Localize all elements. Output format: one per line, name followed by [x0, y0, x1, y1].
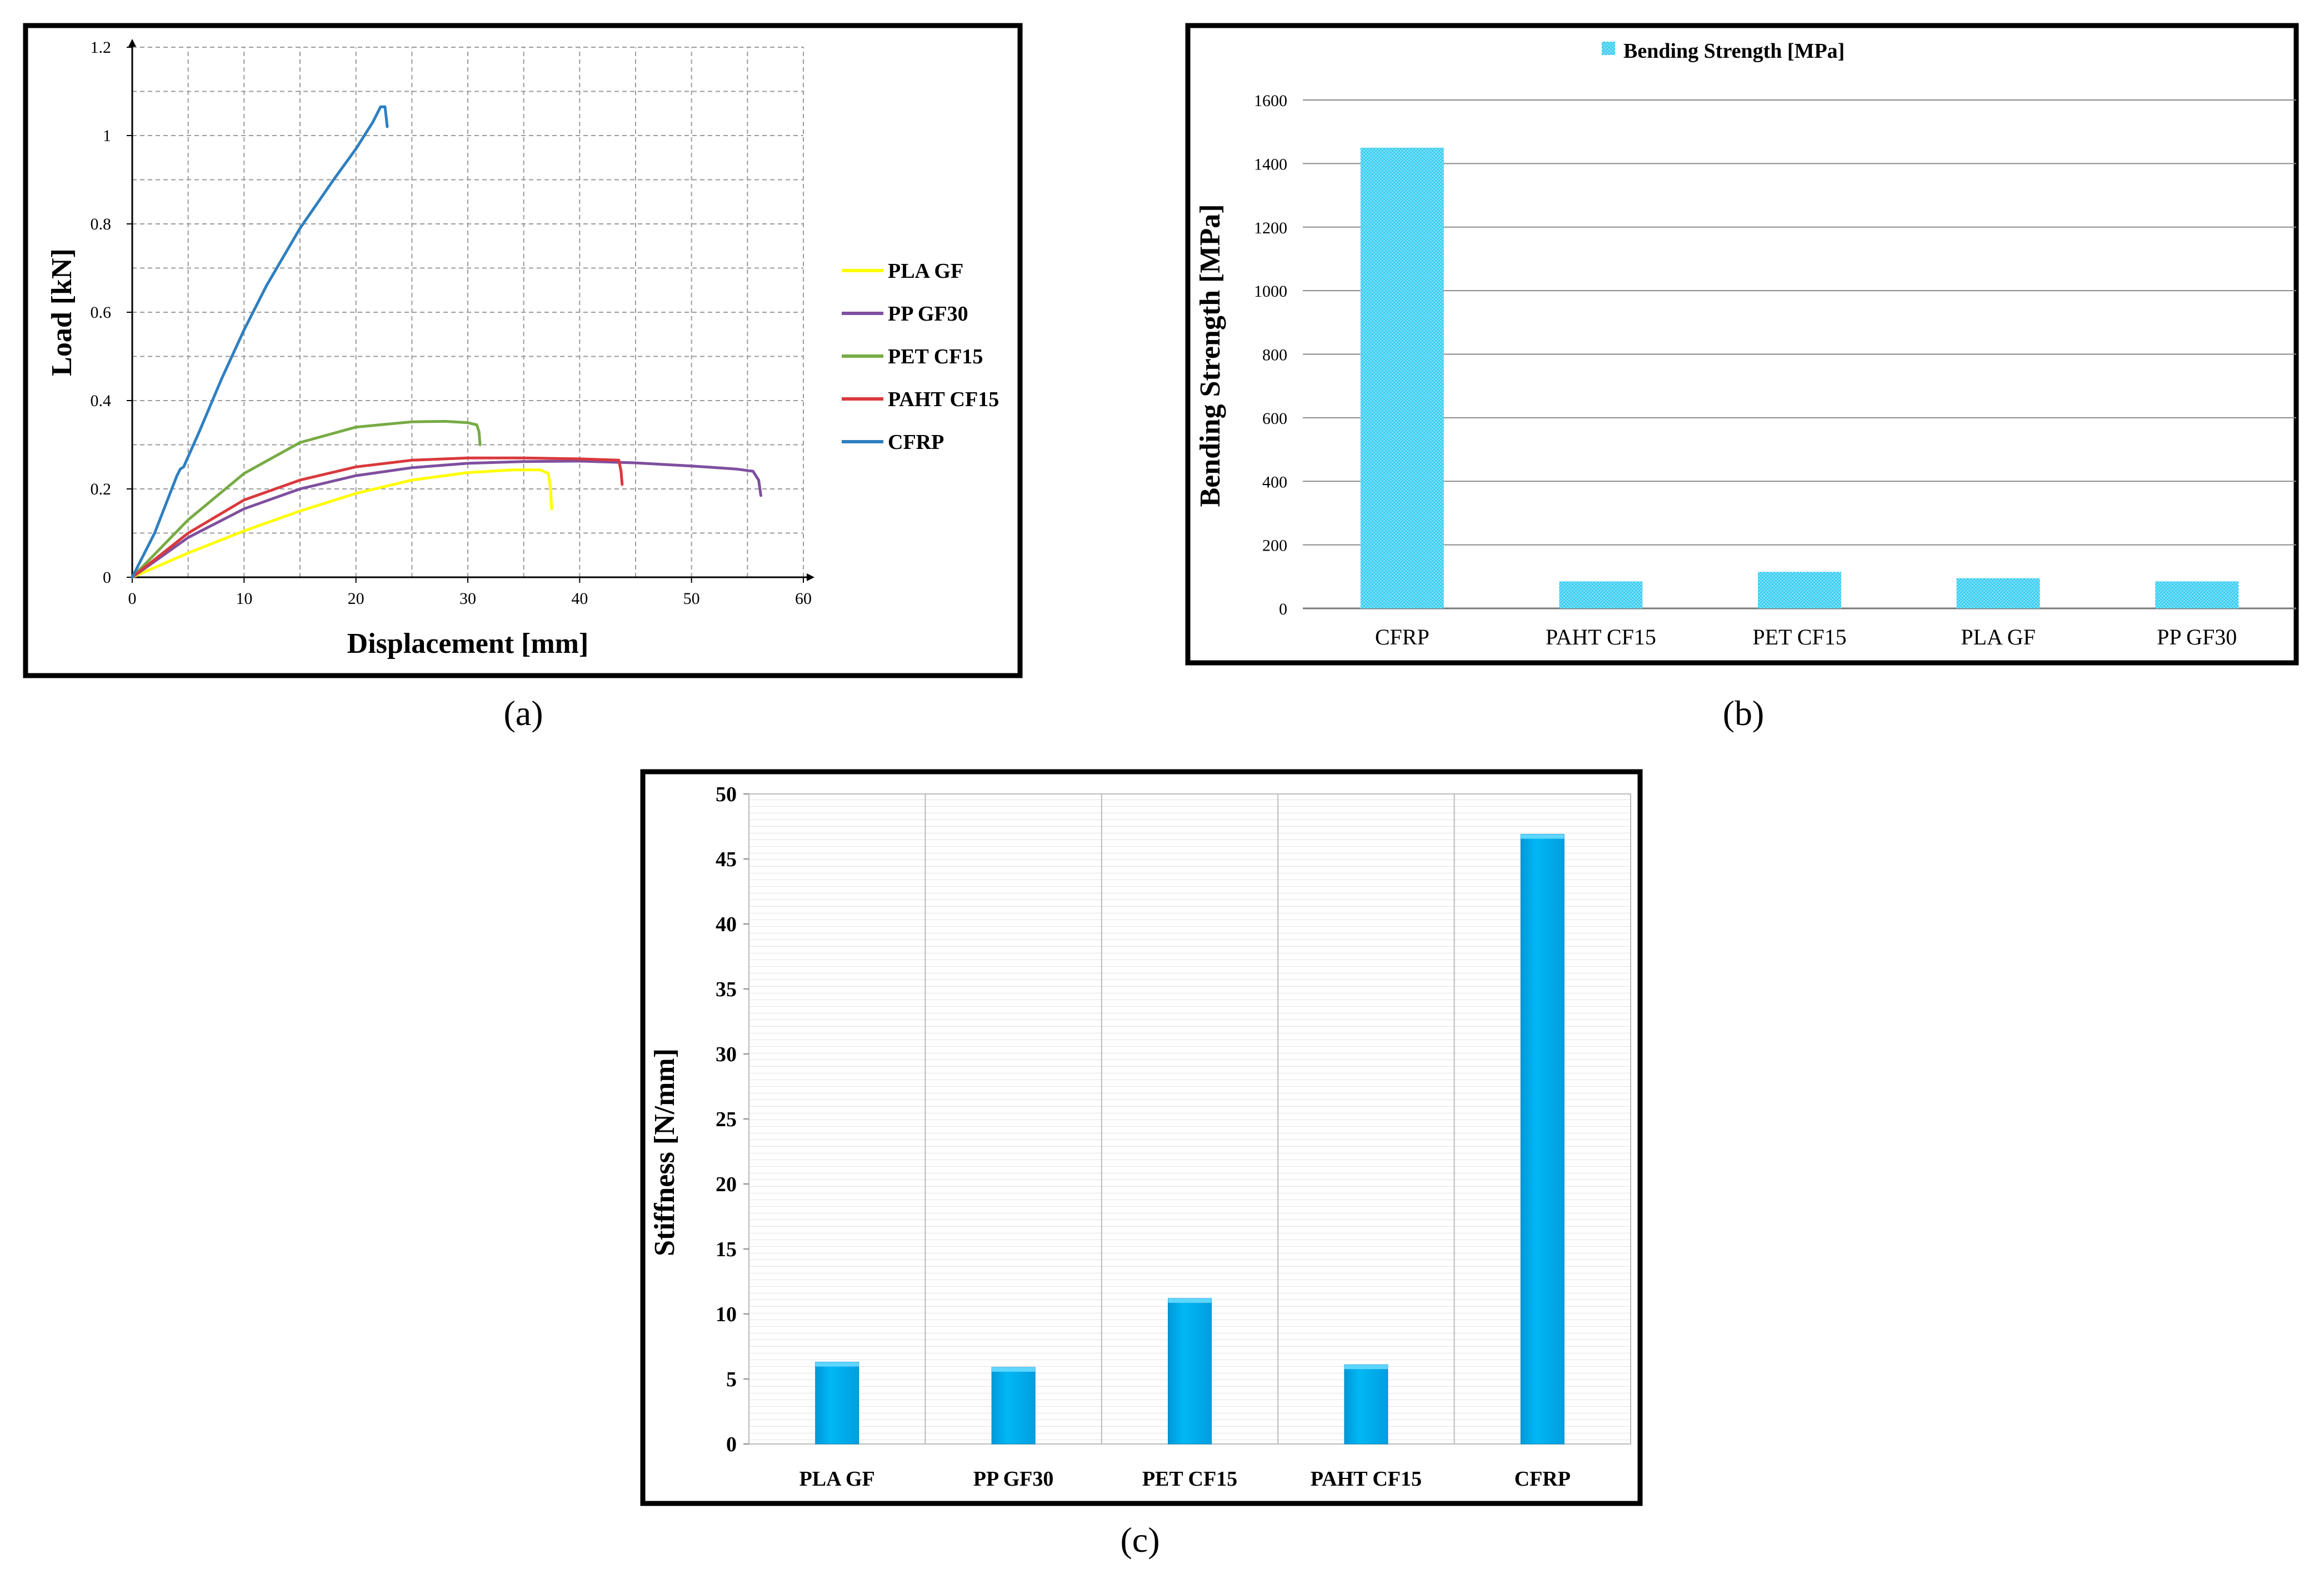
bar-cap-paht-cf15 [1344, 1365, 1388, 1370]
panel-b-bars [1360, 147, 2239, 608]
panel-c-y-tick-label: 5 [726, 1368, 737, 1391]
panel-a-x-tick-label: 20 [348, 589, 364, 608]
panel-a-x-arrow [807, 573, 814, 581]
panel-b-y-tick-label: 200 [1262, 537, 1287, 555]
panel-c-y-tick-label: 25 [716, 1108, 737, 1131]
panel-b-grid [1303, 99, 2296, 609]
panel-a-y-arrow [128, 39, 136, 47]
panel-a-xlabel: Displacement [mm] [347, 628, 589, 659]
panel-c-category-pet-cf15: PET CF15 [1142, 1467, 1237, 1491]
panel-a-series [131, 105, 762, 579]
bar-pet-cf15 [1758, 572, 1841, 608]
legend-label-pp-gf30: PP GF30 [888, 302, 968, 326]
panel-c-category-pla-gf: PLA GF [799, 1467, 875, 1491]
series-line-cfrp [131, 105, 389, 579]
panel-c-ticks: 0 5 10 15 20 25 30 35 40 45 50 [716, 783, 749, 1456]
panel-a-x-tick-label: 50 [683, 589, 700, 608]
panel-c-category-pp-gf30: PP GF30 [973, 1467, 1054, 1491]
panel-c-y-tick-label: 30 [716, 1043, 737, 1066]
bar-cap-pla-gf [815, 1362, 859, 1367]
panel-a-grid [132, 47, 804, 577]
bar-pp-gf30 [991, 1367, 1036, 1445]
bar-cfrp [1520, 834, 1565, 1445]
panel-c-grid [924, 794, 1455, 1444]
panel-b-category-labels: CFRP PAHT CF15 PET CF15 PLA GF PP GF30 [1375, 624, 2237, 649]
legend-label-cfrp: CFRP [888, 431, 944, 454]
panel-a-y-tick-label: 0 [103, 568, 111, 587]
panel-c-y-tick-label: 15 [716, 1238, 737, 1261]
panel-c-y-tick-label: 20 [716, 1173, 737, 1196]
panel-a: 0 10 20 30 40 50 60 0 0.2 0.4 0.6 0.8 1 1.2 PLA GF PP … [23, 23, 1023, 678]
bar-pla-gf [815, 1362, 859, 1445]
panel-a-y-tick-label: 0.8 [91, 215, 112, 233]
panel-c-label: (c) [1120, 1520, 1159, 1560]
panel-b-y-tick-label: 600 [1262, 409, 1287, 428]
panel-b-ticks: 0 200 400 600 800 1000 1200 1400 1600 [1254, 92, 1287, 618]
panel-b: 0 200 400 600 800 1000 1200 1400 1600 CFRP PAHT C… [1185, 23, 2299, 666]
panel-b-y-tick-label: 1000 [1254, 282, 1287, 301]
panel-a-x-tick-label: 10 [236, 589, 252, 608]
panel-c-y-tick-label: 35 [716, 978, 737, 1001]
panel-c-category-paht-cf15: PAHT CF15 [1311, 1467, 1422, 1491]
panel-a-ticks: 0 10 20 30 40 50 60 0 0.2 0.4 0.6 0.8 1 1.2 [91, 38, 812, 608]
panel-a-y-tick-label: 1 [103, 127, 111, 145]
series-line-paht-cf15 [131, 456, 624, 579]
panel-a-y-tick-label: 1.2 [91, 38, 112, 57]
series-line-pp-gf30 [131, 459, 762, 579]
panel-c-y-tick-label: 45 [716, 848, 737, 871]
panel-a-x-tick-label: 30 [459, 589, 476, 608]
bar-paht-cf15 [1559, 581, 1643, 608]
panel-a-x-tick-label: 0 [128, 589, 137, 608]
bar-pla-gf [1956, 578, 2040, 608]
panel-a-x-tick-label: 60 [795, 589, 812, 608]
panel-b-legend-label: Bending Strength [MPa] [1623, 39, 1845, 63]
panel-b-y-tick-label: 1200 [1254, 219, 1287, 237]
panel-b-category-pp-gf30: PP GF30 [2157, 624, 2237, 649]
panel-b-category-pet-cf15: PET CF15 [1752, 624, 1846, 649]
legend-label-pet-cf15: PET CF15 [888, 345, 983, 368]
panel-c-y-tick-label: 10 [716, 1303, 737, 1326]
bar-cap-pet-cf15 [1168, 1298, 1212, 1303]
panel-a-legend: PLA GF PP GF30 PET CF15 PAHT CF15 CFRP [842, 259, 999, 454]
panel-c-category-labels: PLA GF PP GF30 PET CF15 PAHT CF15 CFRP [799, 1467, 1571, 1491]
panel-c-y-tick-label: 0 [726, 1433, 737, 1456]
panel-c-bars [815, 834, 1565, 1445]
panel-b-category-paht-cf15: PAHT CF15 [1546, 624, 1656, 649]
panel-a-ylabel: Load [kN] [46, 248, 78, 376]
panel-a-label: (a) [503, 693, 543, 733]
panel-a-y-tick-label: 0.4 [91, 392, 112, 410]
legend-label-paht-cf15: PAHT CF15 [888, 388, 999, 411]
bar-paht-cf15 [1344, 1364, 1388, 1445]
bar-cap-pp-gf30 [992, 1367, 1036, 1372]
panel-c-y-tick-label: 50 [716, 783, 737, 806]
panel-c-category-cfrp: CFRP [1515, 1467, 1571, 1491]
panel-b-y-tick-label: 0 [1279, 600, 1287, 618]
panel-b-y-tick-label: 1600 [1254, 92, 1287, 110]
panel-a-y-tick-label: 0.6 [91, 303, 112, 322]
bar-pp-gf30 [2155, 581, 2239, 608]
panel-c-y-tick-label: 40 [716, 913, 737, 936]
bar-pet-cf15 [1168, 1298, 1212, 1445]
legend-label-pla-gf: PLA GF [888, 259, 963, 283]
panel-b-frame [1185, 23, 2299, 666]
panel-c-ylabel: Stiffness [N/mm] [649, 1048, 681, 1256]
series-line-pet-cf15 [131, 419, 482, 579]
panel-a-y-tick-label: 0.2 [91, 480, 112, 498]
bar-cfrp [1360, 147, 1444, 608]
panel-c: 0 5 10 15 20 25 30 35 40 45 50 PLA GF PP GF30 PET CF… [640, 769, 1643, 1506]
panel-b-category-cfrp: CFRP [1375, 624, 1430, 649]
panel-b-y-tick-label: 1400 [1254, 155, 1287, 173]
panel-b-ylabel: Bending Strength [MPa] [1195, 204, 1226, 507]
panel-b-legend-swatch [1602, 42, 1615, 55]
panel-b-y-tick-label: 800 [1262, 346, 1287, 364]
panel-a-x-tick-label: 40 [571, 589, 588, 608]
panel-b-category-pla-gf: PLA GF [1961, 624, 2036, 649]
series-line-pla-gf [131, 468, 553, 579]
panel-b-y-tick-label: 400 [1262, 473, 1287, 491]
bar-cap-cfrp [1521, 834, 1565, 839]
panel-b-label: (b) [1723, 693, 1765, 733]
